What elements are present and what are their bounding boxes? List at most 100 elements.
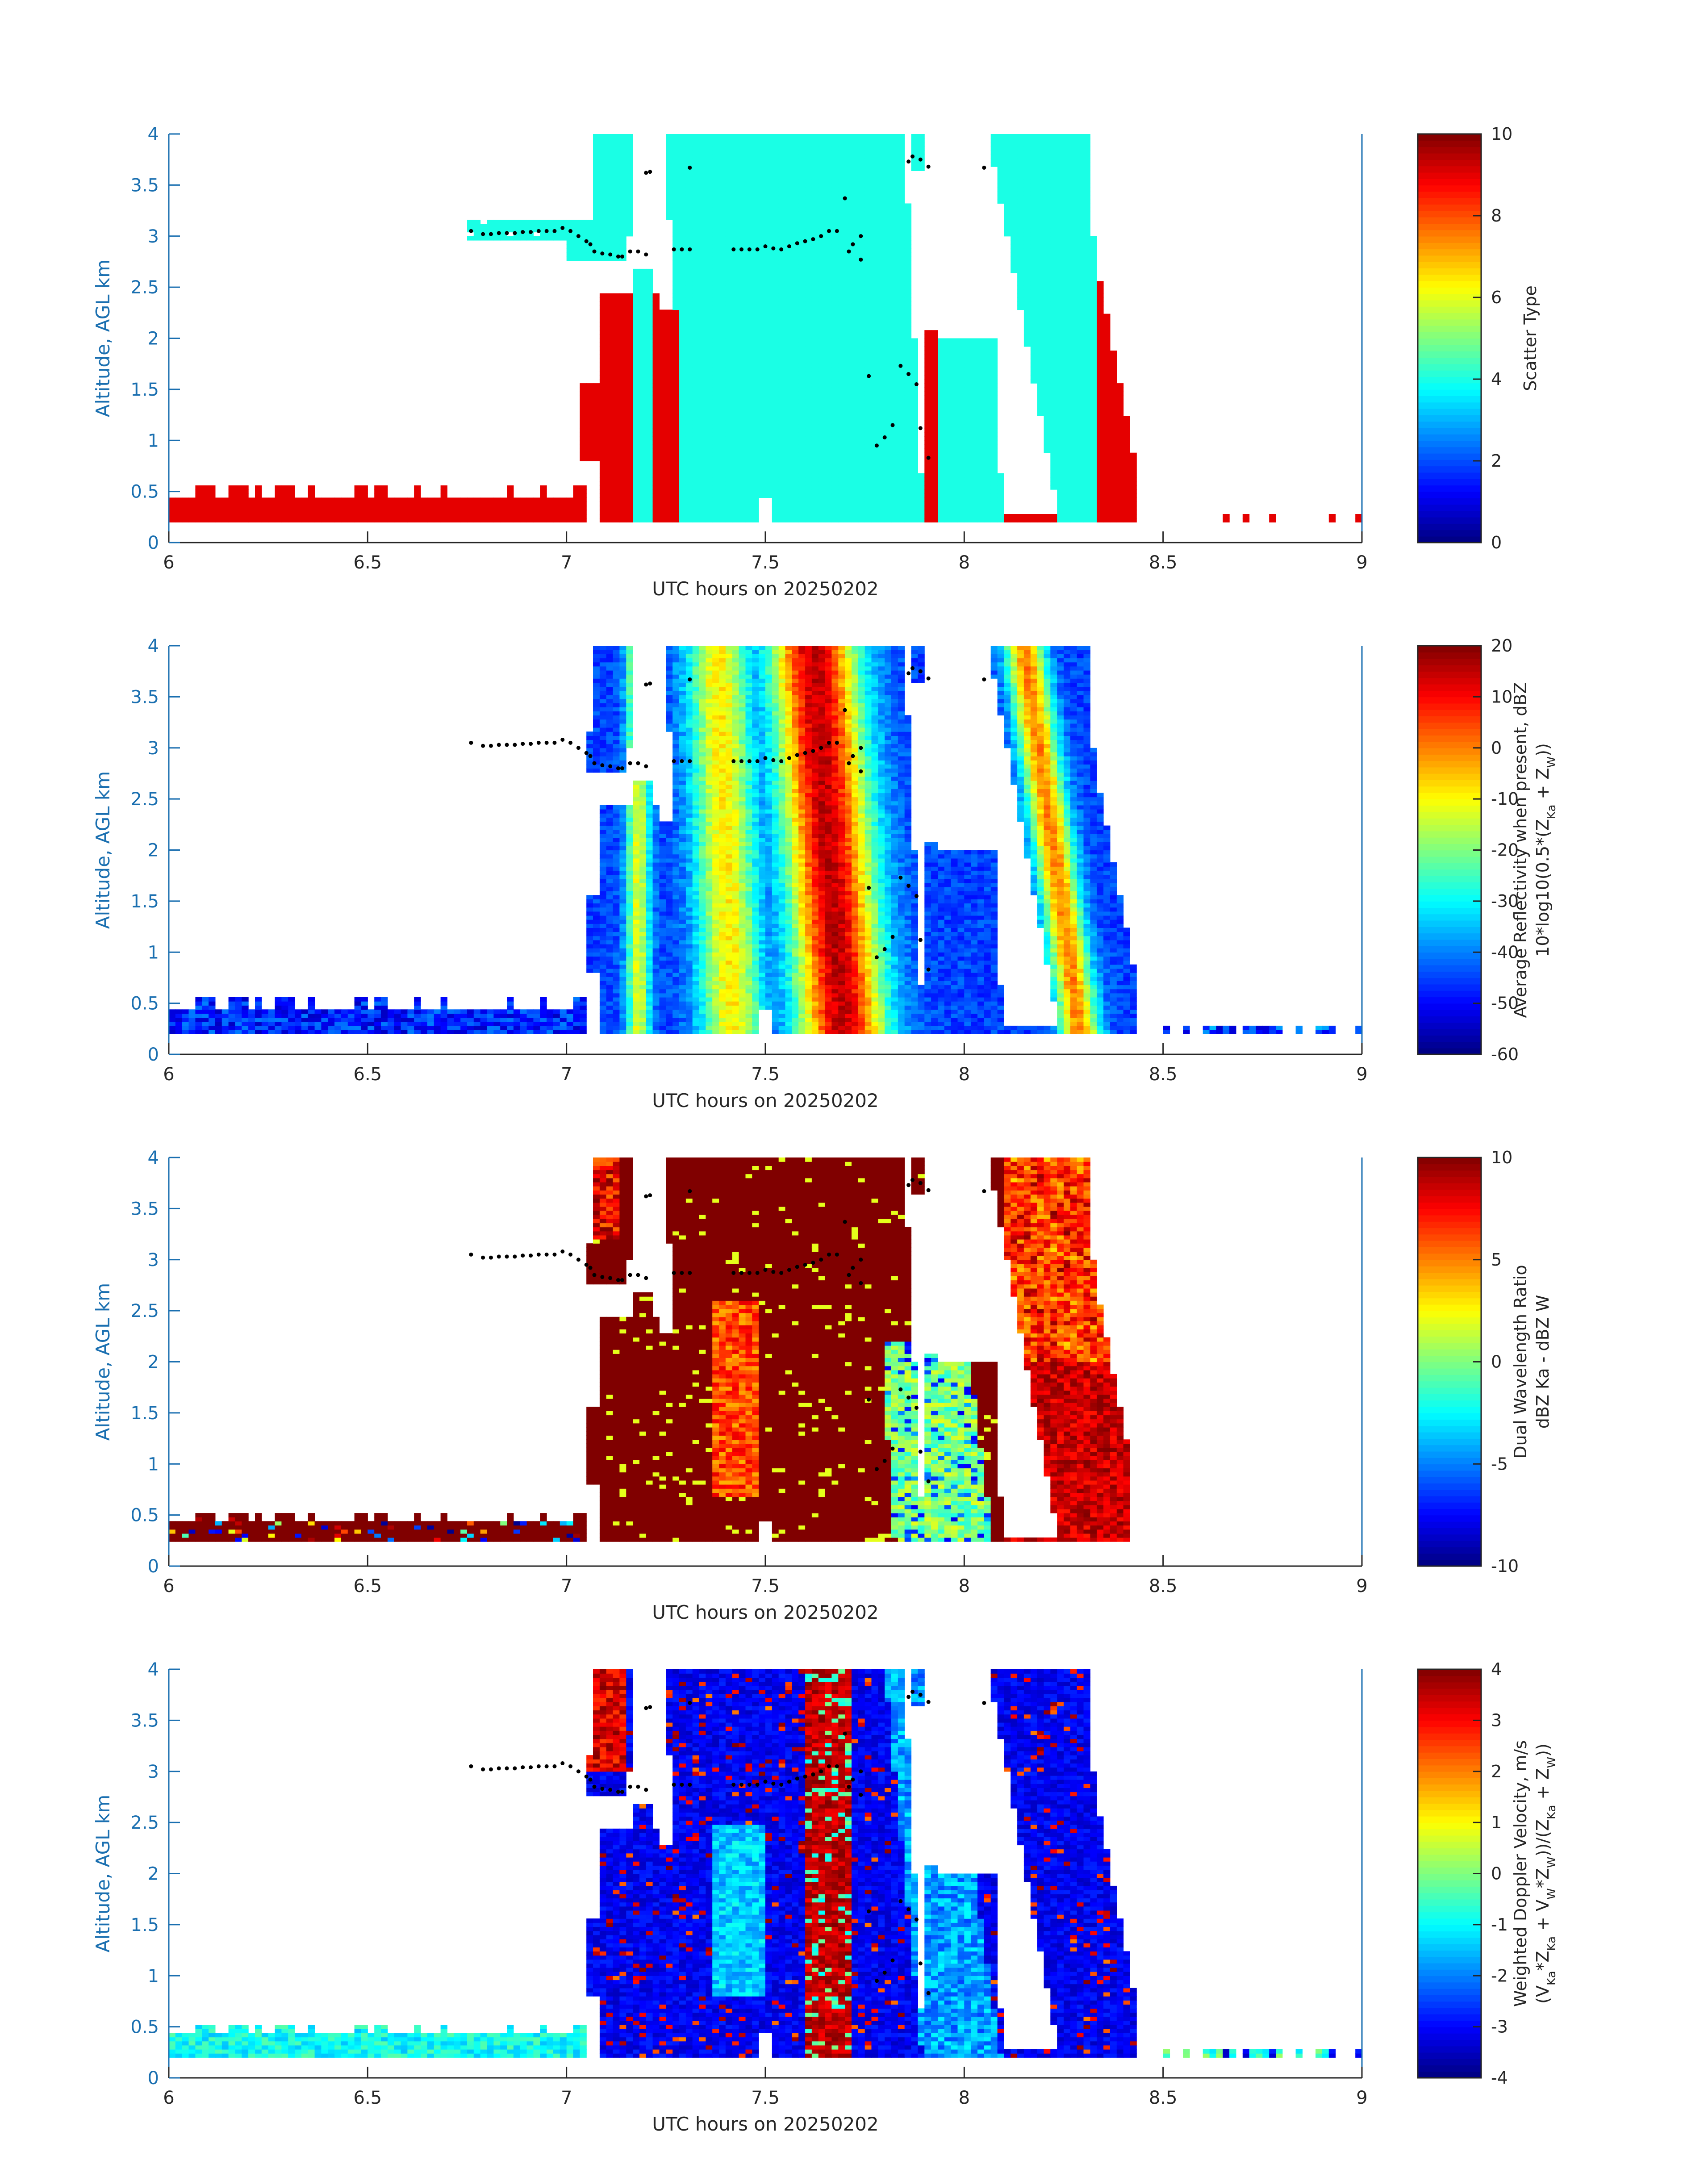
heatmap-cell — [606, 379, 613, 384]
heatmap-cell — [765, 212, 772, 216]
heatmap-cell — [619, 375, 626, 380]
heatmap-cell — [693, 334, 699, 338]
heatmap-cell — [619, 195, 626, 200]
heatmap-cell — [785, 489, 792, 494]
heatmap-cell — [858, 142, 865, 146]
heatmap-cell — [732, 444, 739, 449]
heatmap-cell — [732, 416, 739, 420]
heatmap-cell — [792, 396, 798, 400]
heatmap-cell — [779, 506, 785, 510]
heatmap-cell — [712, 257, 719, 261]
heatmap-cell — [752, 220, 759, 224]
heatmap-cell — [686, 493, 693, 498]
heatmap-cell — [712, 343, 719, 347]
heatmap-cell — [633, 367, 639, 372]
heatmap-cell — [772, 326, 779, 330]
heatmap-cell — [660, 330, 666, 334]
heatmap-cell — [686, 199, 693, 204]
heatmap-cell — [838, 363, 845, 367]
heatmap-cell — [606, 314, 613, 318]
heatmap-cell — [619, 449, 626, 453]
heatmap-cell — [852, 440, 858, 445]
heatmap-cell — [792, 265, 798, 269]
heatmap-cell — [639, 428, 646, 433]
heatmap-cell — [388, 502, 394, 506]
heatmap-cell — [765, 175, 772, 180]
heatmap-cell — [819, 387, 825, 392]
heatmap-cell — [805, 195, 812, 200]
heatmap-cell — [275, 510, 282, 514]
heatmap-cell — [812, 392, 819, 396]
heatmap-cell — [686, 179, 693, 184]
heatmap-cell — [865, 204, 872, 208]
heatmap-cell — [367, 514, 374, 518]
heatmap-cell — [633, 473, 639, 478]
heatmap-cell — [805, 208, 812, 212]
heatmap-cell — [812, 269, 819, 273]
heatmap-cell — [586, 449, 593, 453]
heatmap-cell — [779, 514, 785, 518]
heatmap-cell — [560, 220, 567, 224]
heatmap-cell — [693, 322, 699, 326]
heatmap-cell — [852, 252, 858, 257]
heatmap-cell — [646, 347, 653, 351]
heatmap-cell — [606, 477, 613, 482]
heatmap-cell — [779, 493, 785, 498]
heatmap-cell — [679, 309, 686, 314]
heatmap-cell — [772, 285, 779, 290]
heatmap-cell — [838, 187, 845, 192]
heatmap-cell — [606, 396, 613, 400]
heatmap-cell — [732, 228, 739, 232]
heatmap-cell — [726, 453, 732, 457]
heatmap-cell — [726, 281, 732, 285]
heatmap-cell — [845, 355, 852, 359]
heatmap-cell — [838, 485, 845, 490]
heatmap-cell — [779, 314, 785, 318]
heatmap-cell — [831, 326, 838, 330]
heatmap-cell — [845, 338, 852, 343]
heatmap-cell — [646, 518, 653, 522]
heatmap-cell — [679, 138, 686, 142]
heatmap-cell — [831, 224, 838, 228]
heatmap-cell — [619, 481, 626, 486]
heatmap-cell — [626, 469, 633, 473]
heatmap-cell — [606, 146, 613, 151]
heatmap-cell — [838, 252, 845, 257]
heatmap-cell — [712, 502, 719, 506]
heatmap-cell — [831, 355, 838, 359]
heatmap-cell — [560, 232, 567, 237]
heatmap-cell — [825, 212, 832, 216]
heatmap-cell — [454, 510, 460, 514]
heatmap-cell — [872, 424, 878, 429]
heatmap-cell — [872, 285, 878, 290]
heatmap-cell — [242, 497, 248, 502]
heatmap-cell — [852, 383, 858, 388]
heatmap-cell — [639, 514, 646, 518]
heatmap-cell — [334, 510, 341, 514]
heatmap-cell — [507, 510, 514, 514]
heatmap-cell — [334, 506, 341, 510]
heatmap-cell — [805, 489, 812, 494]
heatmap-cell — [805, 309, 812, 314]
heatmap-cell — [739, 285, 746, 290]
heatmap-cell — [666, 412, 672, 416]
heatmap-cell — [852, 371, 858, 376]
heatmap-cell — [825, 383, 832, 388]
heatmap-cell — [679, 514, 686, 518]
heatmap-cell — [500, 220, 507, 224]
heatmap-cell — [699, 334, 706, 338]
heatmap-cell — [580, 457, 586, 461]
heatmap-cell — [779, 281, 785, 285]
heatmap-cell — [865, 248, 872, 253]
heatmap-cell — [819, 473, 825, 478]
heatmap-cell — [633, 322, 639, 326]
heatmap-cell — [706, 138, 712, 142]
heatmap-cell — [686, 347, 693, 351]
heatmap-cell — [660, 469, 666, 473]
heatmap-cell — [852, 285, 858, 290]
heatmap-cell — [765, 171, 772, 175]
heatmap-cell — [361, 510, 368, 514]
heatmap-cell — [460, 518, 467, 522]
heatmap-cell — [825, 424, 832, 429]
heatmap-cell — [660, 457, 666, 461]
